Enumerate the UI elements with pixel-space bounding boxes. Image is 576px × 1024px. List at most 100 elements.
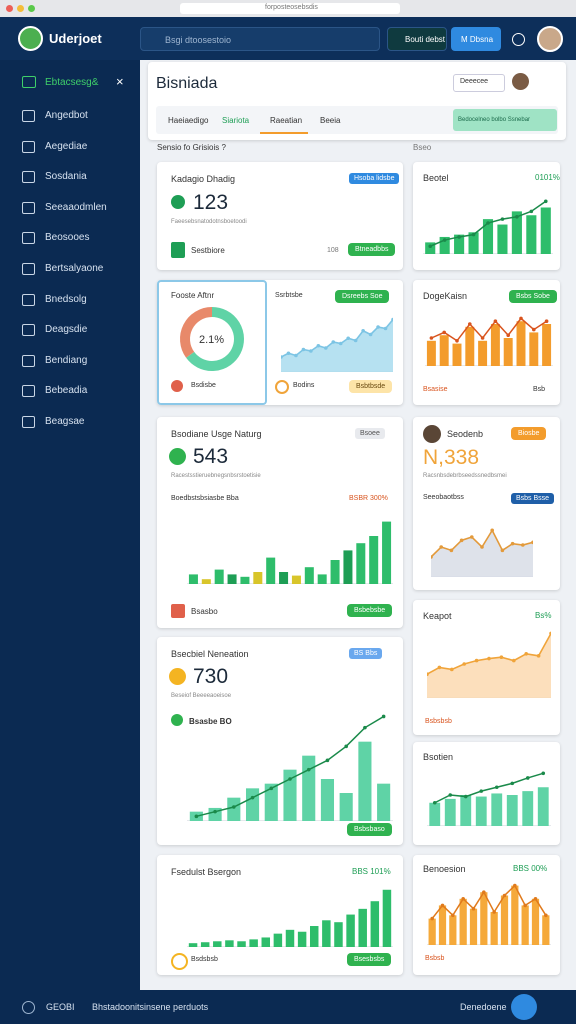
bar xyxy=(369,536,379,584)
bar xyxy=(469,908,478,945)
point xyxy=(532,327,536,332)
button[interactable]: Bsbtbsde xyxy=(349,380,393,393)
nav-item[interactable]: Sosdania xyxy=(45,171,87,183)
point xyxy=(391,317,393,322)
nav-item[interactable]: Seeaaodmlen xyxy=(45,201,107,213)
bar xyxy=(465,326,475,366)
nav-item[interactable]: Bnedsolg xyxy=(45,293,87,305)
tab[interactable]: Raeatian xyxy=(270,116,303,125)
card-title: Bsecbiel Neneation xyxy=(171,649,249,659)
sidebar-header[interactable]: Ebtacsesg& xyxy=(45,77,99,88)
nav-item[interactable]: Angedbot xyxy=(45,110,88,121)
card: Bsodiane Usge Naturg Bsoee 543 Racestsst… xyxy=(157,417,403,628)
bar xyxy=(491,793,503,826)
button[interactable]: Bsbebsbe xyxy=(347,604,393,617)
point xyxy=(512,658,516,663)
point xyxy=(529,209,534,214)
tab[interactable]: Siariota xyxy=(222,116,250,125)
bar xyxy=(444,798,456,826)
point xyxy=(510,541,515,546)
card: Bsecbiel Neneation BS Bbs 730 Beseiof Be… xyxy=(157,637,403,845)
footer-label: Bsasise xyxy=(423,386,448,393)
button[interactable] xyxy=(451,27,501,51)
bar xyxy=(537,787,549,826)
card: Fsedulst Bsergon BBS 101% Bsdsbsb Bsesbs… xyxy=(157,855,403,975)
nav-item[interactable]: Deagsdie xyxy=(45,324,88,336)
bar xyxy=(320,779,335,821)
nav-item[interactable]: Beosooes xyxy=(45,232,90,244)
point xyxy=(381,714,386,719)
bar xyxy=(460,795,472,826)
tab[interactable]: Beeia xyxy=(320,116,341,125)
nav-item[interactable]: Bertsalyaone xyxy=(45,263,104,274)
bar xyxy=(480,892,488,945)
bar xyxy=(439,335,449,366)
topbar: Uderjoet Bsgi dtoosestoio Bouti debst M … xyxy=(0,17,576,60)
button[interactable] xyxy=(453,74,505,92)
chart xyxy=(427,631,551,698)
button-label: M Dbsna xyxy=(461,35,494,44)
bar xyxy=(428,918,436,945)
button-label: Bouti debst xyxy=(405,35,446,44)
card-title: Fooste Aftnr xyxy=(171,291,215,300)
point xyxy=(383,326,388,331)
point xyxy=(428,244,433,249)
nav-item[interactable]: Bendiang xyxy=(45,354,88,366)
point xyxy=(463,794,468,799)
card-title: Seodenb xyxy=(447,429,484,439)
nav-item[interactable]: Beagsae xyxy=(45,416,85,427)
fab[interactable] xyxy=(511,994,537,1020)
nav-icon xyxy=(22,263,35,275)
point xyxy=(346,336,350,341)
point xyxy=(461,897,465,901)
bar xyxy=(511,885,519,945)
tab[interactable]: Haeiaedigo xyxy=(168,116,209,125)
bar xyxy=(542,915,550,945)
bar xyxy=(309,926,319,947)
point xyxy=(429,336,434,340)
card-title: Kadagio Dhadig xyxy=(171,174,236,184)
bar xyxy=(273,933,283,947)
donut-segment xyxy=(180,307,213,358)
cta[interactable] xyxy=(453,109,557,131)
nav-item[interactable]: Bebeadia xyxy=(45,385,88,397)
bar xyxy=(475,796,487,826)
bar xyxy=(237,941,246,947)
bar xyxy=(317,574,327,584)
sidebar: Ebtacsesg& × Angedbot Aegediae Sosdania See… xyxy=(0,60,140,990)
bar xyxy=(439,236,450,254)
area xyxy=(281,319,393,372)
footer-label: Sestbiore xyxy=(191,246,225,255)
browser-chrome: forposteosebsdis xyxy=(0,0,576,17)
nav-item[interactable]: Aegediae xyxy=(45,140,88,152)
header-panel: Bisniada Deeecee Haeiaedigo Siariota Raeat… xyxy=(148,62,566,140)
legend: Seeobaotbss xyxy=(423,494,464,501)
bar xyxy=(370,901,380,947)
url[interactable]: forposteosebsdis xyxy=(265,4,318,11)
bar xyxy=(382,889,392,947)
card: Keapot Bs% Bsbsbsb xyxy=(413,600,560,735)
badge: Hsoba lidsbe xyxy=(349,173,400,184)
point xyxy=(523,903,527,908)
point xyxy=(309,349,313,353)
badge: Bsbs Sobe xyxy=(509,290,557,303)
kpi-value: 730 xyxy=(193,665,229,688)
search-placeholder: Bsgi dtoosestoio xyxy=(165,35,232,45)
nav-icon xyxy=(22,171,35,184)
icon[interactable] xyxy=(512,33,525,46)
card-title: Bsotien xyxy=(423,752,454,762)
avatar[interactable] xyxy=(537,26,563,52)
point xyxy=(541,771,546,776)
point xyxy=(439,545,443,549)
bar xyxy=(503,338,513,366)
button[interactable] xyxy=(387,27,447,51)
bar xyxy=(468,232,479,254)
button[interactable]: Bsesbsbs xyxy=(347,953,392,966)
button[interactable]: Btneadbbs xyxy=(348,243,396,256)
search-box[interactable] xyxy=(140,27,380,51)
badge: BBS 00% xyxy=(513,864,548,873)
button[interactable]: Bsbsbaso xyxy=(347,823,392,836)
point xyxy=(288,777,292,781)
point xyxy=(521,543,525,547)
